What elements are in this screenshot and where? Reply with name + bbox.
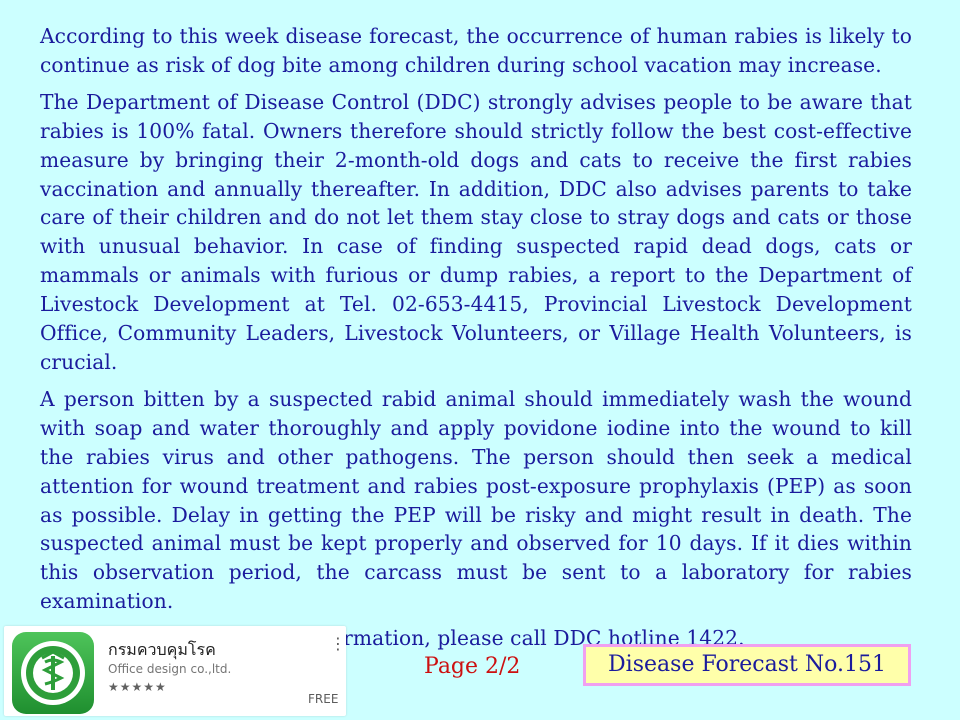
more-options-icon[interactable]: ⋮ bbox=[330, 634, 346, 653]
article-body: According to this week disease forecast,… bbox=[40, 22, 912, 661]
paragraph-intro: According to this week disease forecast,… bbox=[40, 24, 912, 77]
forecast-label: Disease Forecast No.151 bbox=[608, 652, 886, 677]
app-developer: Office design co.,ltd. bbox=[108, 662, 232, 676]
paragraph-bite-treatment: A person bitten by a suspected rabid ani… bbox=[40, 386, 912, 614]
app-rating-stars: ★★★★★ bbox=[108, 680, 167, 694]
paragraph-ddc-advice: The Department of Disease Control (DDC) … bbox=[40, 89, 912, 374]
ddc-logo-icon bbox=[12, 632, 94, 714]
app-price-label[interactable]: FREE bbox=[308, 692, 339, 706]
forecast-number-box: Disease Forecast No.151 bbox=[583, 644, 911, 686]
app-title: กรมควบคุมโรค bbox=[108, 640, 216, 659]
app-store-card[interactable]: กรมควบคุมโรค Office design co.,ltd. ★★★★… bbox=[4, 626, 346, 716]
page-number: Page 2/2 bbox=[424, 654, 521, 679]
